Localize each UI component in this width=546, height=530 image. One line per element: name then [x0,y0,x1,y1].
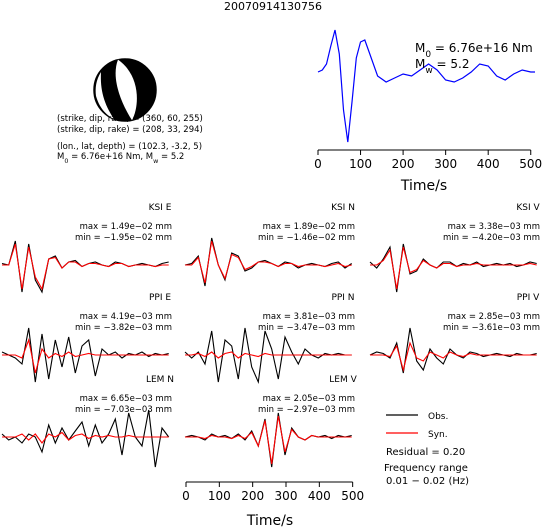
max-label: max = 3.38e−03 mm [448,222,540,232]
subscript: w [425,66,432,76]
station-label: PPI E [149,293,171,303]
syn-trace [370,246,537,290]
text-part: = 6.76e+16 Nm [431,41,533,55]
text-part: = 5.2 [158,152,184,162]
max-label: max = 1.89e−02 mm [263,222,355,232]
x-tick-label: 100 [349,157,372,171]
syn-trace [185,351,352,359]
max-label: max = 3.81e−03 mm [263,312,355,322]
stf-line [317,29,535,143]
station-label: LEM V [329,375,357,385]
moment-line: M0 = 6.76e+16 Nm, Mw = 5.2 [57,152,184,165]
obs-trace [369,243,537,293]
x-tick-label: 500 [519,157,542,171]
x-axis-label: Time/s [400,178,447,194]
min-label: min = −2.97e−03 mm [258,405,355,415]
subscript: 0 [64,157,68,165]
min-label: min = −3.82e−03 mm [75,323,172,333]
x-tick-label: 300 [275,489,298,503]
max-label: max = 2.85e−03 mm [448,312,540,322]
mechanism-line: (strike, dip, rake) = (208, 33, 294) [57,125,203,135]
legend-label: Obs. [428,412,448,422]
x-tick-label: 400 [308,489,331,503]
title: 20070914130756 [224,0,322,13]
min-label: min = −4.20e−03 mm [443,233,540,243]
x-tick-label: 100 [208,489,231,503]
x-tick-label: 200 [392,157,415,171]
frequency-label: Frequency range [384,463,468,474]
mechanism-line: (lon., lat, depth) = (102.3, -3.2, 5) [57,142,202,152]
min-label: min = −3.61e−03 mm [443,323,540,333]
subscript: w [153,157,158,165]
station-label: PPI V [517,293,540,303]
min-label: min = −1.46e−02 mm [258,233,355,243]
syn-trace [370,341,537,373]
syn-trace [2,243,169,291]
residual: Residual = 0.20 [386,447,465,458]
obs-trace [369,327,537,374]
station-label: LEM N [146,375,174,385]
annotation: M0 = 6.76e+16 Nm [415,41,533,60]
x-tick-label: 0 [314,157,322,171]
text-part: = 6.76e+16 Nm, M [68,152,153,162]
x-tick-label: 500 [341,489,364,503]
mechanism-line: (strike, dip, rake) = (360, 60, 255) [57,114,203,124]
beachball [93,58,157,122]
x-tick-label: 0 [182,489,190,503]
station-label: KSI N [331,203,355,213]
station-label: KSI V [516,203,540,213]
max-label: max = 2.05e−03 mm [263,394,355,404]
text-part: = 5.2 [433,57,470,71]
subscript: 0 [425,50,431,60]
annotation: Mw = 5.2 [415,57,470,76]
text-part: M [57,152,64,162]
frequency-range: 0.01 − 0.02 (Hz) [386,476,469,487]
max-label: max = 1.49e−02 mm [80,222,172,232]
text-part: M [415,57,425,71]
max-label: max = 4.19e−03 mm [80,312,172,322]
obs-trace [1,240,169,294]
station-label: PPI N [331,293,354,303]
legend-label: Syn. [428,430,448,440]
obs-trace [1,409,170,468]
obs-trace [1,327,169,383]
obs-trace [184,237,353,287]
syn-trace [185,240,352,284]
x-axis-label: Time/s [246,513,293,529]
min-label: min = −7.03e−03 mm [75,405,172,415]
x-tick-label: 300 [434,157,457,171]
min-label: min = −3.47e−03 mm [258,323,355,333]
text-part: M [415,41,425,55]
max-label: max = 6.65e−03 mm [80,394,172,404]
x-tick-label: 400 [477,157,500,171]
min-label: min = −1.95e−02 mm [75,233,172,243]
obs-trace [184,327,352,385]
syn-trace [2,431,169,444]
x-tick-label: 200 [241,489,264,503]
syn-trace [185,415,352,465]
station-label: KSI E [149,203,172,213]
syn-trace [2,337,169,374]
